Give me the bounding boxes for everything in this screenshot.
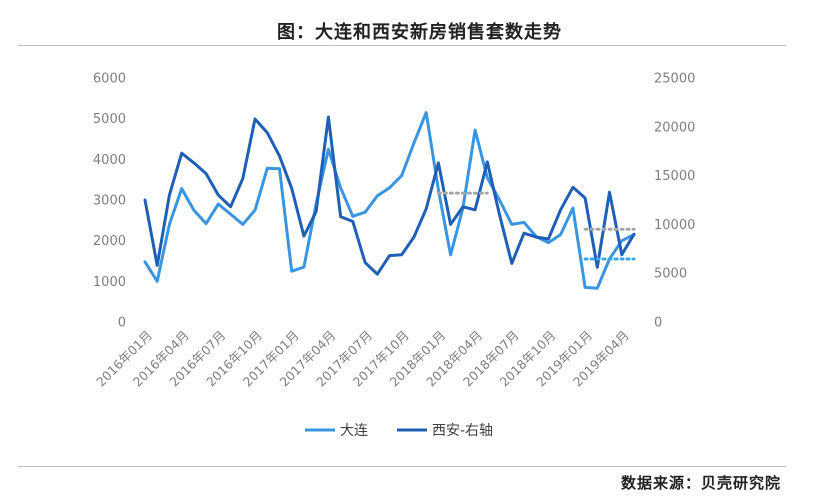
legend-label-xian: 西安-右轴 bbox=[432, 423, 493, 439]
legend-label-dalian: 大连 bbox=[340, 423, 368, 439]
y-left-tick-label: 5000 bbox=[93, 112, 126, 127]
y-right-tick-label: 20000 bbox=[654, 120, 695, 135]
y-left-tick-label: 6000 bbox=[93, 72, 126, 87]
y-right-tick-label: 15000 bbox=[654, 169, 695, 184]
y-left-tick-label: 2000 bbox=[93, 234, 126, 249]
y-right-tick-label: 5000 bbox=[654, 267, 687, 282]
y-left-tick-label: 0 bbox=[118, 316, 126, 331]
y-right-tick-label: 10000 bbox=[654, 218, 695, 233]
footer-rule bbox=[18, 466, 786, 467]
data-source-note: 数据来源：贝壳研究院 bbox=[620, 474, 781, 492]
series-line-xian bbox=[143, 115, 636, 276]
y-left-tick-label: 4000 bbox=[93, 153, 126, 168]
series-line-dalian bbox=[143, 111, 636, 290]
title-top-rule bbox=[18, 45, 786, 46]
y-right-tick-label: 25000 bbox=[654, 72, 695, 87]
chart-title: 图：大连和西安新房销售套数走势 bbox=[277, 22, 562, 43]
y-right-tick-label: 0 bbox=[654, 316, 662, 331]
y-left-tick-label: 3000 bbox=[93, 194, 126, 209]
y-left-tick-label: 1000 bbox=[93, 275, 126, 290]
